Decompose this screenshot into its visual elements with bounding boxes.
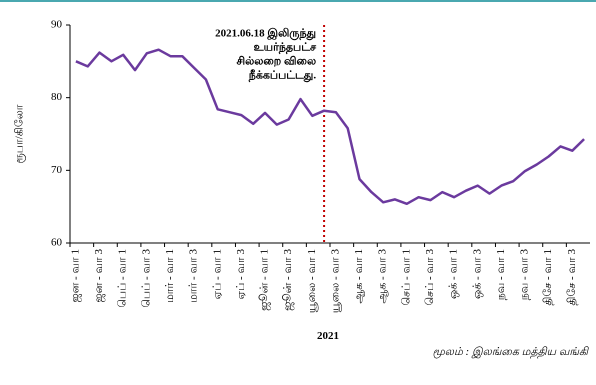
x-tick-label: பெப் - வா 3 <box>140 249 152 308</box>
y-tick-label: 70 <box>51 164 63 176</box>
x-axis-label: 2021 <box>317 330 339 342</box>
x-tick-label: நவ - வா 1 <box>495 249 507 300</box>
series-line <box>75 48 585 206</box>
x-tick-label: ஒக் - வா 3 <box>471 249 483 299</box>
y-tick-label: 60 <box>51 237 63 249</box>
x-tick-label: ஒக் - வா 1 <box>448 249 460 299</box>
source: மூலம் : இலங்கை மத்திய வங்கி <box>433 346 589 359</box>
x-tick-label: பெப் - வா 1 <box>117 249 129 308</box>
x-tick-label: மார் - வா 3 <box>188 249 200 304</box>
y-axis-label: ரூபா/கிலோ <box>14 104 26 163</box>
x-tick-label: ஏப் - வா 3 <box>235 249 247 300</box>
annotation-text: சில்லறை விலை <box>237 56 317 68</box>
y-tick-label: 80 <box>51 91 63 103</box>
x-tick-label: திசே - வா 1 <box>542 249 554 306</box>
x-tick-label: செப் - வா 3 <box>424 249 436 306</box>
x-tick-label: யூலை - வா 1 <box>306 249 318 313</box>
x-tick-label: யூலை - வா 3 <box>329 249 341 314</box>
x-tick-label: ஜூன் - வா 1 <box>259 249 272 311</box>
y-tick-label: 90 <box>51 19 63 31</box>
x-tick-label: ஜூன் - வா 3 <box>282 249 295 311</box>
x-tick-label: ஏப் - வா 1 <box>211 249 223 299</box>
x-tick-label: செப் - வா 1 <box>400 249 412 306</box>
x-tick-label: மார் - வா 1 <box>164 249 176 303</box>
x-tick-label: ஆக - வா 1 <box>353 249 365 304</box>
x-tick-label: ஜன - வா 1 <box>69 249 82 303</box>
annotation-text: 2021.06.18 இலிருந்து <box>215 27 316 41</box>
x-tick-label: திசே - வா 3 <box>566 249 578 306</box>
annotation-text: நீக்கப்பட்டது. <box>248 69 317 83</box>
x-tick-label: ஜன - வா 3 <box>93 249 106 303</box>
annotation-text: உயர்ந்தபட்ச <box>254 42 317 55</box>
x-tick-label: நவ - வா 3 <box>519 249 531 301</box>
x-tick-label: ஆக - வா 3 <box>377 249 389 304</box>
